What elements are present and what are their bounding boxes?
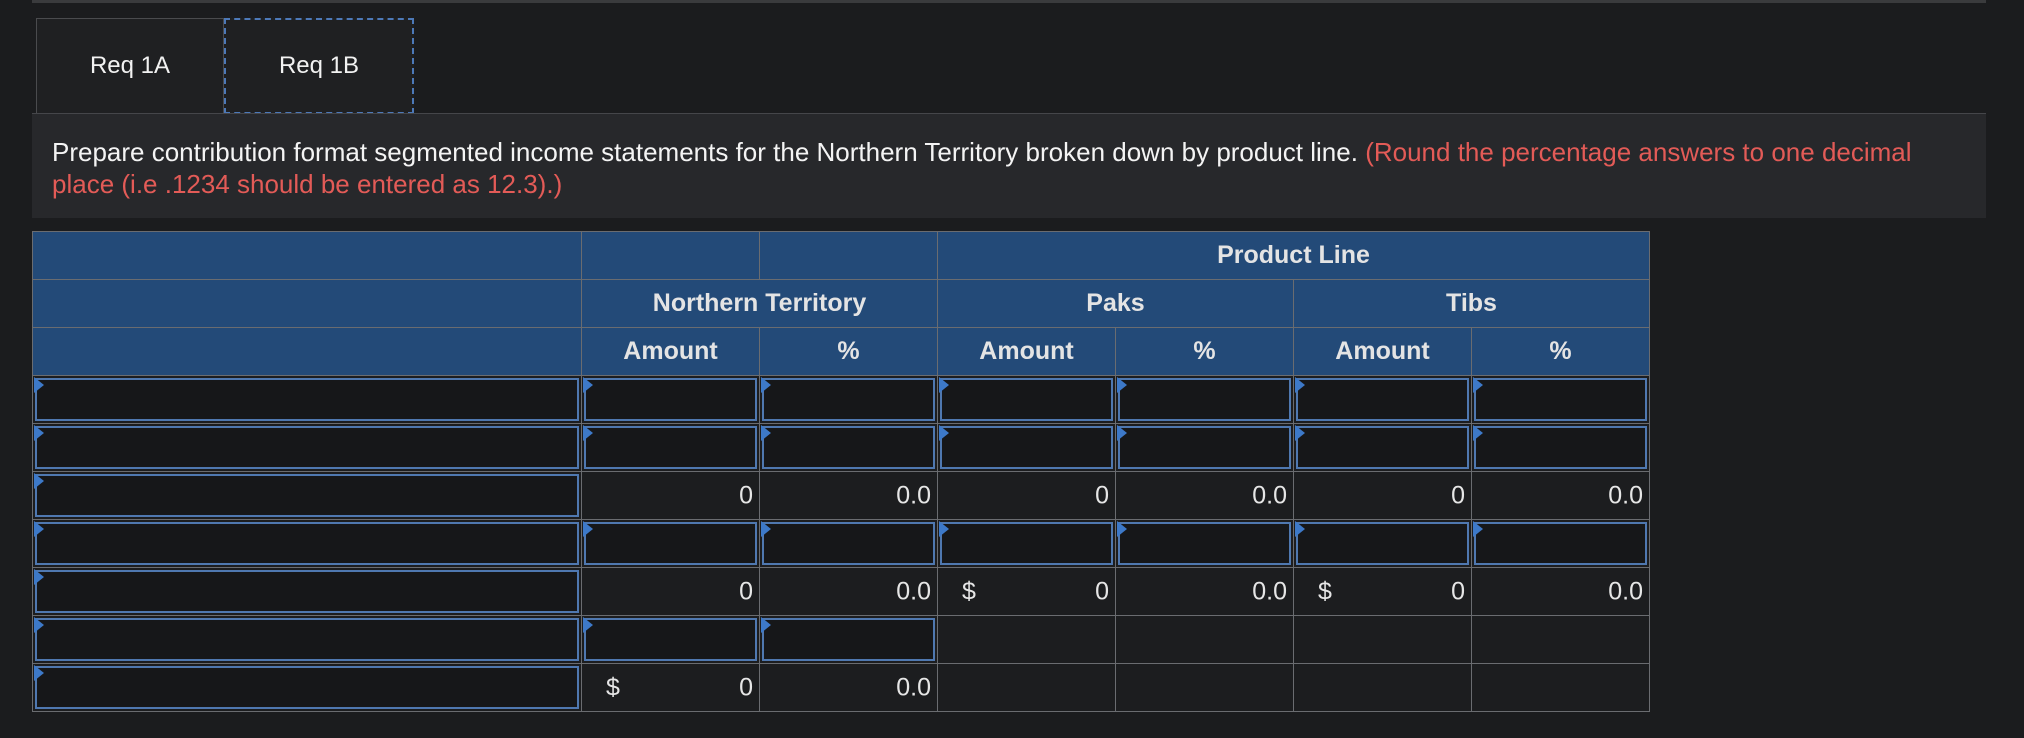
tab-bar: Req 1A Req 1B	[36, 18, 414, 114]
row-1-tibs-amount-input[interactable]	[1293, 375, 1472, 424]
row-5-nt-percent: 0.0	[759, 567, 938, 616]
table-row	[32, 519, 1650, 568]
table-row	[32, 375, 1650, 424]
currency-symbol: $	[606, 673, 620, 701]
product-line-header: Product Line	[937, 231, 1650, 280]
empty-cell	[1115, 615, 1294, 664]
empty-cell	[937, 663, 1116, 712]
segmented-income-table: Product Line Northern Territory Paks Tib…	[32, 231, 1650, 712]
nt-percent-header: %	[759, 327, 938, 376]
row-4-label-input[interactable]	[32, 519, 582, 568]
row-7-label-input[interactable]	[32, 663, 582, 712]
paks-header: Paks	[937, 279, 1294, 328]
table-row: 0 0.0 $0 0.0 $0 0.0	[32, 567, 1650, 616]
nt-amount-header: Amount	[581, 327, 760, 376]
row-3-tibs-amount: 0	[1293, 471, 1472, 520]
row-3-paks-percent: 0.0	[1115, 471, 1294, 520]
row-2-paks-amount-input[interactable]	[937, 423, 1116, 472]
tab-req-1b[interactable]: Req 1B	[224, 18, 414, 114]
row-3-nt-percent: 0.0	[759, 471, 938, 520]
header-blank	[32, 327, 582, 376]
table-row: $0 0.0	[32, 663, 1650, 712]
header-blank	[32, 279, 582, 328]
row-2-nt-percent-input[interactable]	[759, 423, 938, 472]
row-6-nt-amount-input[interactable]	[581, 615, 760, 664]
header-blank	[581, 231, 760, 280]
table-row	[32, 615, 1650, 664]
header-blank	[759, 231, 938, 280]
tibs-amount-header: Amount	[1293, 327, 1472, 376]
row-3-tibs-percent: 0.0	[1471, 471, 1650, 520]
empty-cell	[1115, 663, 1294, 712]
tibs-percent-header: %	[1471, 327, 1650, 376]
currency-symbol: $	[1318, 577, 1332, 605]
northern-territory-header: Northern Territory	[581, 279, 938, 328]
paks-percent-header: %	[1115, 327, 1294, 376]
row-4-tibs-amount-input[interactable]	[1293, 519, 1472, 568]
instructions-panel: Prepare contribution format segmented in…	[32, 113, 1986, 218]
row-7-nt-percent: 0.0	[759, 663, 938, 712]
row-4-tibs-percent-input[interactable]	[1471, 519, 1650, 568]
row-1-paks-amount-input[interactable]	[937, 375, 1116, 424]
empty-cell	[937, 615, 1116, 664]
row-4-nt-percent-input[interactable]	[759, 519, 938, 568]
instructions-text: Prepare contribution format segmented in…	[52, 137, 1358, 167]
empty-cell	[1293, 615, 1472, 664]
header-row-2: Northern Territory Paks Tibs	[32, 279, 1650, 328]
row-4-paks-amount-input[interactable]	[937, 519, 1116, 568]
paks-amount-header: Amount	[937, 327, 1116, 376]
currency-symbol: $	[962, 577, 976, 605]
row-2-paks-percent-input[interactable]	[1115, 423, 1294, 472]
row-1-nt-amount-input[interactable]	[581, 375, 760, 424]
row-5-nt-amount: 0	[581, 567, 760, 616]
tibs-header: Tibs	[1293, 279, 1650, 328]
tab-req-1a[interactable]: Req 1A	[36, 18, 224, 114]
header-row-3: Amount % Amount % Amount %	[32, 327, 1650, 376]
row-3-nt-amount: 0	[581, 471, 760, 520]
row-6-label-input[interactable]	[32, 615, 582, 664]
header-row-1: Product Line	[32, 231, 1650, 280]
row-2-tibs-percent-input[interactable]	[1471, 423, 1650, 472]
row-3-paks-amount: 0	[937, 471, 1116, 520]
empty-cell	[1471, 663, 1650, 712]
table-row: 0 0.0 0 0.0 0 0.0	[32, 471, 1650, 520]
row-4-paks-percent-input[interactable]	[1115, 519, 1294, 568]
empty-cell	[1293, 663, 1472, 712]
row-2-tibs-amount-input[interactable]	[1293, 423, 1472, 472]
top-divider	[32, 0, 1986, 3]
row-1-tibs-percent-input[interactable]	[1471, 375, 1650, 424]
rounding-note: (Round the percentage answers to one dec…	[52, 137, 1912, 199]
table-row	[32, 423, 1650, 472]
empty-cell	[1471, 615, 1650, 664]
row-2-nt-amount-input[interactable]	[581, 423, 760, 472]
row-1-label-input[interactable]	[32, 375, 582, 424]
row-6-nt-percent-input[interactable]	[759, 615, 938, 664]
row-1-nt-percent-input[interactable]	[759, 375, 938, 424]
row-4-nt-amount-input[interactable]	[581, 519, 760, 568]
row-5-tibs-percent: 0.0	[1471, 567, 1650, 616]
row-3-label-input[interactable]	[32, 471, 582, 520]
row-5-tibs-amount: $0	[1293, 567, 1472, 616]
row-7-nt-amount: $0	[581, 663, 760, 712]
row-5-paks-amount: $0	[937, 567, 1116, 616]
row-2-label-input[interactable]	[32, 423, 582, 472]
row-5-label-input[interactable]	[32, 567, 582, 616]
header-blank	[32, 231, 582, 280]
row-1-paks-percent-input[interactable]	[1115, 375, 1294, 424]
row-5-paks-percent: 0.0	[1115, 567, 1294, 616]
